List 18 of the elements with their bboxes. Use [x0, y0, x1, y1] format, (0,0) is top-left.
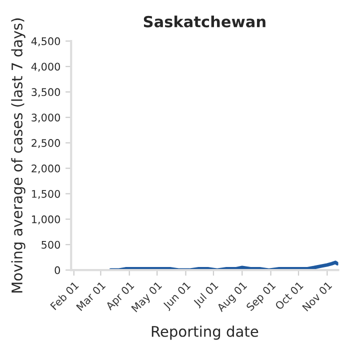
- y-tick-label: 3,000: [32, 114, 60, 123]
- line-series: [109, 260, 338, 270]
- y-axis-title: Moving average of cases (last 7 days): [11, 18, 26, 293]
- x-tick-label: Jul 01: [192, 281, 220, 309]
- y-tick-label: 3,500: [32, 88, 60, 98]
- x-tick-label: Nov 01: [302, 281, 332, 312]
- y-tick-label: 4,500: [31, 37, 60, 46]
- x-tick-label: Sep 01: [246, 281, 278, 313]
- y-tick-label: 2,500: [32, 139, 60, 148]
- y-tick-label: 1,000: [32, 215, 60, 224]
- y-tick-label: 500: [42, 240, 60, 249]
- y-tick-label: 1,500: [32, 190, 60, 199]
- x-tick-label: Jun 01: [162, 281, 192, 312]
- y-tick-label: 2,000: [32, 164, 60, 174]
- y-tick-label: 0: [54, 266, 60, 274]
- y-tick-label: 4,000: [31, 62, 60, 72]
- chart-title: Saskatchewan: [144, 16, 266, 28]
- x-axis-title: Reporting date: [152, 326, 258, 340]
